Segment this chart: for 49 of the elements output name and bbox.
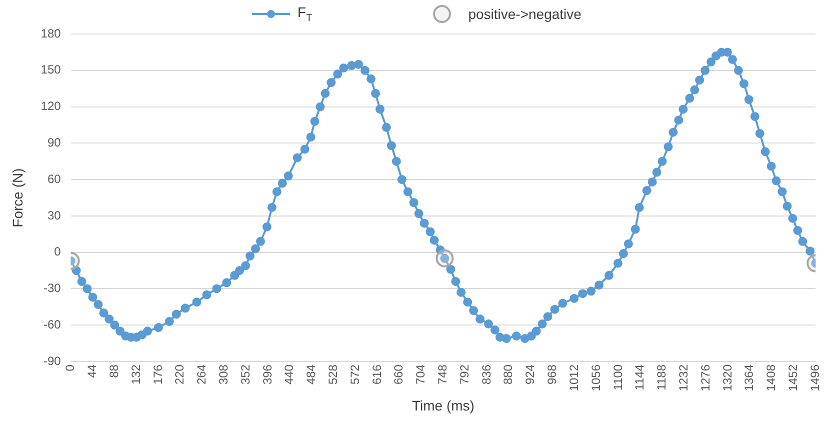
y-tick-label: 0 — [54, 244, 62, 259]
x-tick-label: 132 — [128, 364, 143, 385]
x-tick-label: 1232 — [676, 364, 690, 392]
x-tick-label: 528 — [326, 364, 340, 385]
legend-label: F$_{T}$ — [298, 4, 312, 24]
y-tick-label: 150 — [40, 62, 62, 77]
y-tick-label: 180 — [40, 26, 62, 40]
x-tick-label: 924 — [523, 364, 538, 385]
x-tick-label: 836 — [479, 364, 494, 385]
x-tick-label: 88 — [106, 364, 121, 378]
x-tick-label: 352 — [238, 364, 252, 385]
x-tick-label: 748 — [436, 364, 450, 385]
x-tick-label: 1100 — [610, 364, 625, 390]
y-tick-label: 60 — [47, 172, 62, 186]
x-tick-label: 792 — [457, 364, 472, 385]
x-tick-label: 1144 — [632, 364, 647, 390]
x-tick-label: 264 — [194, 364, 209, 385]
x-tick-label: 0 — [63, 364, 78, 372]
x-tick-label: 1188 — [654, 364, 669, 390]
x-tick-label: 396 — [260, 364, 274, 385]
x-tick-label: 1452 — [786, 364, 800, 392]
y-tick-label: -90 — [43, 354, 62, 368]
x-tick-label: 440 — [282, 364, 296, 385]
x-tick-label: 704 — [414, 364, 428, 385]
x-axis-title: Time (ms) — [412, 397, 474, 414]
x-tick-label: 176 — [150, 364, 165, 385]
x-tick-label: 1276 — [698, 364, 712, 392]
x-tick-label: 616 — [370, 364, 384, 385]
y-tick-label: -30 — [43, 281, 62, 296]
y-tick-label: -60 — [43, 317, 62, 332]
x-tick-label: 308 — [216, 364, 230, 385]
y-tick-label: 30 — [47, 208, 62, 222]
y-tick-label: 90 — [47, 135, 62, 150]
x-tick-label: 660 — [392, 364, 406, 385]
x-tick-label: 1056 — [588, 364, 603, 392]
x-tick-label: 1012 — [566, 364, 581, 392]
x-tick-label: 968 — [545, 364, 560, 385]
y-axis-title: Force (N) — [9, 168, 26, 228]
x-tick-label: 484 — [304, 364, 318, 385]
x-tick-label: 572 — [348, 364, 362, 385]
legend-label: positive->negative — [468, 6, 582, 22]
x-tick-label: 220 — [172, 364, 187, 385]
x-tick-label: 44 — [85, 364, 100, 378]
y-tick-label: 120 — [40, 99, 62, 114]
x-tick-label: 1496 — [808, 364, 822, 392]
x-tick-label: 880 — [501, 364, 516, 385]
x-tick-label: 1408 — [764, 364, 778, 392]
x-tick-label: 1364 — [742, 364, 756, 392]
x-tick-label: 1320 — [720, 364, 734, 392]
